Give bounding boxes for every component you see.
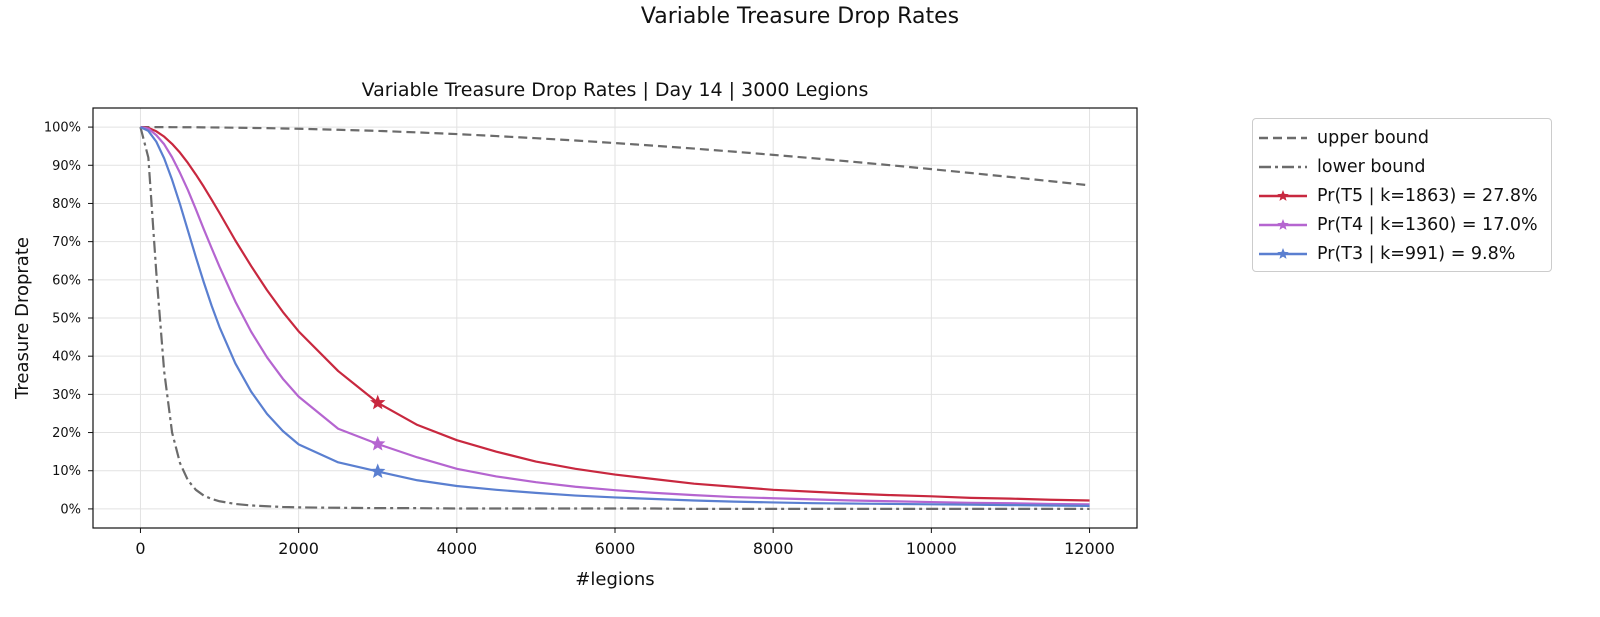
- y-tick-label: 60%: [52, 273, 81, 288]
- y-tick-label: 10%: [52, 464, 81, 479]
- series-lines: [139, 125, 1090, 511]
- legend-label: lower bound: [1317, 156, 1426, 177]
- series-marker-star: [370, 463, 386, 479]
- x-tick-label: 10000: [906, 539, 957, 558]
- series-line-3: [140, 126, 1090, 506]
- figure-suptitle: Variable Treasure Drop Rates: [640, 4, 960, 29]
- legend-item: Pr(T3 | k=991) = 9.8%: [1253, 239, 1551, 268]
- y-tick-label: 90%: [52, 159, 81, 174]
- legend-swatch: [1259, 136, 1307, 139]
- y-tick-label: 30%: [52, 388, 81, 403]
- legend-item: upper bound: [1253, 123, 1551, 152]
- grid: [93, 108, 1137, 528]
- y-tick-label: 50%: [52, 312, 81, 327]
- y-axis-ticks: 0% 10% 20% 30% 40% 50% 60% 70% 80% 90% 100%: [44, 121, 93, 517]
- x-tick-label: 0: [135, 539, 145, 558]
- series-line-4: [139, 126, 1090, 507]
- legend-swatch: [1259, 247, 1307, 259]
- x-tick-label: 12000: [1064, 539, 1115, 558]
- y-tick-label: 40%: [52, 350, 81, 365]
- legend-item: lower bound: [1253, 152, 1551, 181]
- chart-legend: upper bound lower bound Pr(T5 | k=1863) = …: [1252, 118, 1552, 272]
- x-axis-label: #legions: [575, 569, 654, 590]
- legend-item: Pr(T5 | k=1863) = 27.8%: [1253, 181, 1551, 210]
- legend-label: upper bound: [1317, 127, 1429, 148]
- series-marker-star: [370, 435, 386, 451]
- x-tick-label: 4000: [436, 539, 477, 558]
- legend-swatch: [1259, 165, 1307, 168]
- x-tick-label: 6000: [595, 539, 636, 558]
- y-tick-label: 0%: [60, 502, 81, 517]
- x-tick-label: 8000: [753, 539, 794, 558]
- legend-item: Pr(T4 | k=1360) = 17.0%: [1253, 210, 1551, 239]
- legend-label: Pr(T4 | k=1360) = 17.0%: [1317, 214, 1538, 235]
- series-markers: [370, 394, 386, 479]
- y-tick-label: 100%: [44, 121, 81, 136]
- series-marker-star: [370, 394, 386, 410]
- y-tick-label: 80%: [52, 197, 81, 212]
- legend-label: Pr(T3 | k=991) = 9.8%: [1317, 243, 1516, 264]
- x-tick-label: 2000: [278, 539, 319, 558]
- y-axis-label: Treasure Droprate: [12, 237, 33, 400]
- legend-label: Pr(T5 | k=1863) = 27.8%: [1317, 185, 1538, 206]
- y-tick-label: 20%: [52, 426, 81, 441]
- legend-swatch: [1259, 189, 1307, 201]
- y-tick-label: 70%: [52, 235, 81, 250]
- x-axis-ticks: 0 2000 4000 6000 8000 10000 12000: [135, 528, 1115, 558]
- series-line-0: [140, 125, 1090, 187]
- chart-title: Variable Treasure Drop Rates | Day 14 | …: [362, 79, 869, 101]
- legend-swatch: [1259, 218, 1307, 230]
- series-line-2: [140, 125, 1090, 502]
- series-line-1: [139, 126, 1090, 511]
